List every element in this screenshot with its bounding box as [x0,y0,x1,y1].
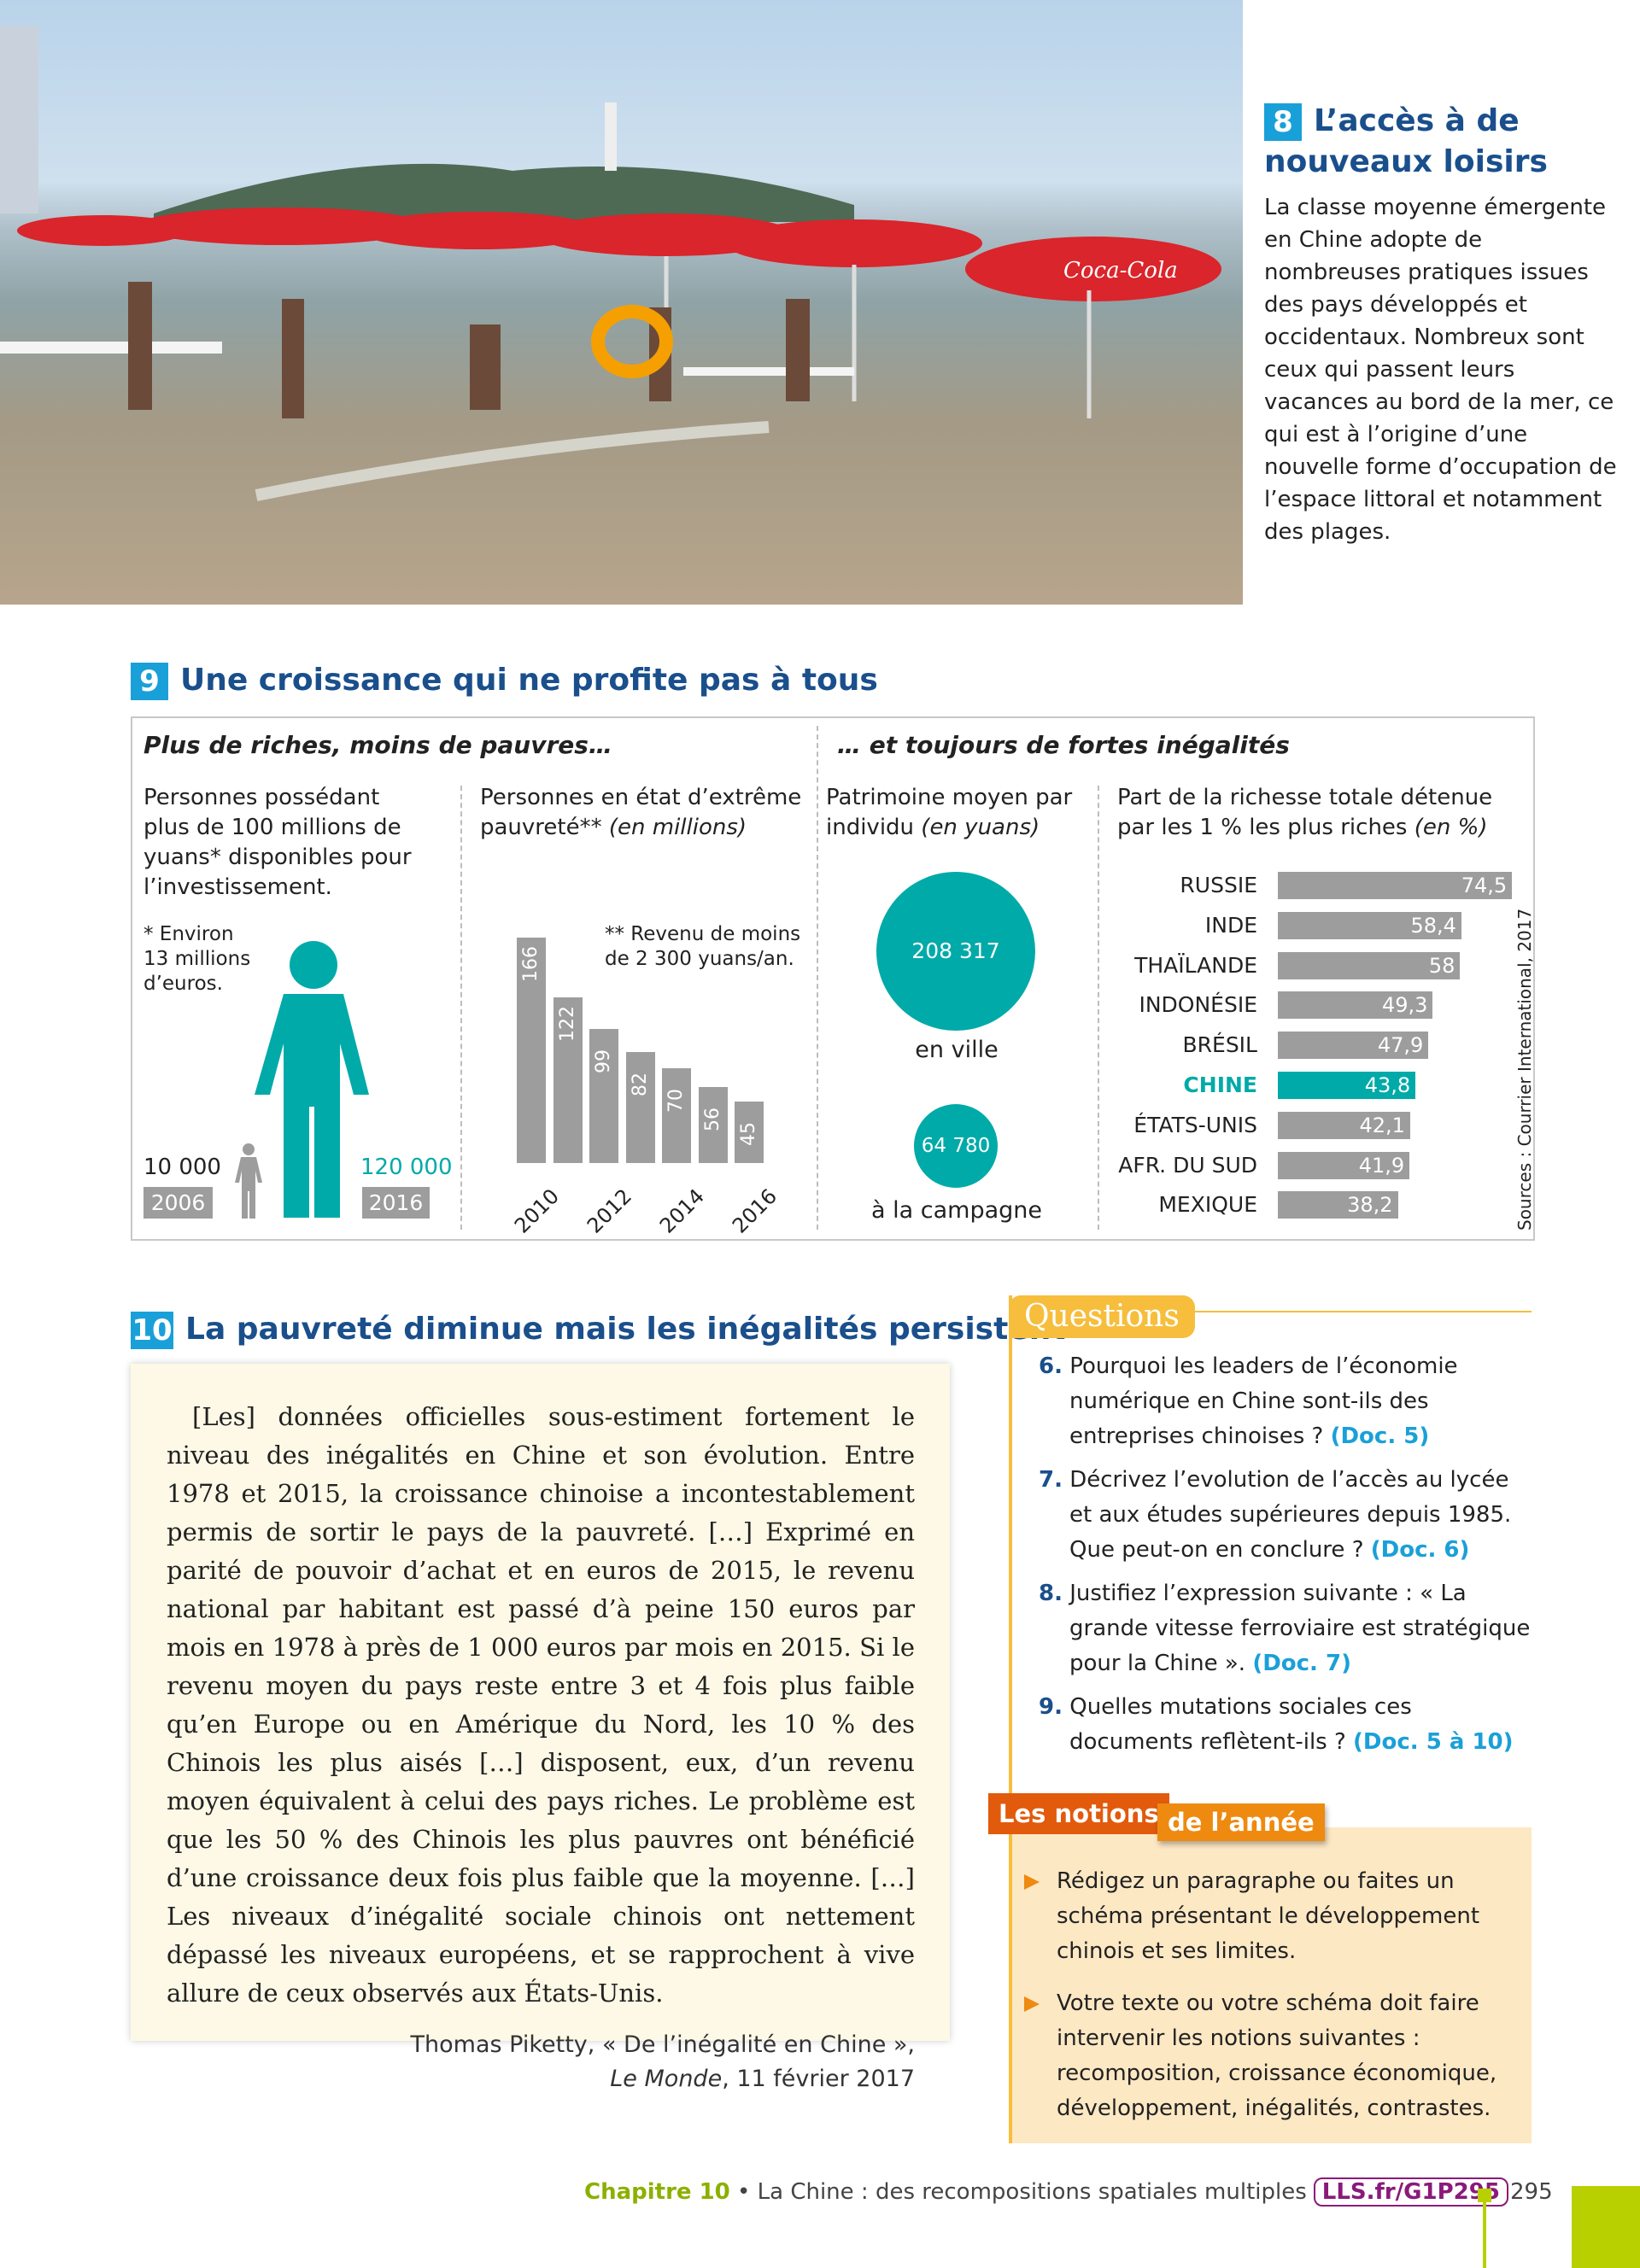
share-bar: 58 [1278,951,1461,979]
doc10-title-text: La pauvreté diminue mais les inégalités … [185,1312,1066,1347]
notions-panel [1012,1827,1532,2143]
notions-tab-year: de l’année [1157,1803,1325,1841]
question-item: 6. Pourquoi les leaders de l’économie nu… [1039,1353,1458,1449]
year-tag-2006: 2006 [144,1187,213,1219]
page-corner-tab [1572,2186,1640,2268]
doc8-title-text: L’accès à de nouveaux loisirs [1264,103,1548,179]
share-bar: 42,1 [1278,1111,1410,1139]
beach-photo: Coca-Cola [0,0,1243,605]
doc8-number: 8 [1264,103,1302,141]
year-tag-2016: 2016 [362,1187,430,1219]
poverty-bar-label: 166 [520,946,542,983]
left-section-heading: Plus de riches, moins de pauvres… [144,731,612,759]
country-label: MEXIQUE [1158,1192,1257,1218]
doc9-title: 9 Une croissance qui ne profite pas à tou… [131,663,878,700]
question-item: 8. Justifiez l’expression suivante : « L… [1039,1581,1531,1676]
country-label: RUSSIE [1180,873,1257,897]
poverty-header: Personnes en état d’extrême pauvreté** (… [480,785,802,840]
infographic-box [131,716,1535,1241]
rich-value-2006: 10 000 [144,1154,221,1180]
poverty-bar-label: 122 [556,1006,578,1043]
country-label: BRÉSIL [1182,1032,1258,1058]
poverty-bar-label: 82 [629,1072,651,1096]
rich-value-2016: 120 000 [360,1154,453,1180]
rich-header: Personnes possédant plus de 100 millions… [144,785,412,900]
column-divider [460,786,462,1230]
quote-box: [Les] données officielles sous-estiment … [131,1364,950,2092]
doc9-number: 9 [131,663,168,700]
country-label: ÉTATS-UNIS [1133,1112,1257,1137]
beach-umbrellas-illustration: Coca-Cola [0,26,1221,501]
source-note: Sources : Courrier International, 2017 [1514,908,1535,1230]
share-bar: 49,3 [1278,991,1433,1020]
resource-link[interactable]: LLS.fr/G1P295 [1313,2177,1508,2207]
countryside-label: à la campagne [871,1197,1042,1224]
share-bar: 38,2 [1278,1191,1398,1219]
country-label: INDE [1204,912,1257,938]
notions-tab: Les notions [988,1793,1169,1834]
poverty-bar [698,1086,728,1163]
doc10-number: 10 [131,1312,173,1349]
questions-tab: Questions [1009,1295,1195,1338]
poverty-bar [625,1051,655,1163]
question-item: 7. Décrivez l’evolution de l’accès au ly… [1039,1467,1512,1563]
city-label: en ville [915,1037,999,1063]
large-person-icon [255,941,369,1218]
share-bar: 74,5 [1278,872,1513,899]
column-divider [1098,786,1099,1230]
doc9-title-text: Une croissance qui ne profite pas à tous [180,663,878,698]
page-number: 295 [1510,2179,1553,2205]
section-divider [817,726,818,1230]
share-bar: 43,8 [1278,1072,1416,1099]
poverty-bar [553,997,583,1163]
city-wealth-bubble: 208 317 [876,872,1035,1031]
quote-attribution: Thomas Piketty, « De l’inégalité en Chin… [410,2031,915,2092]
poverty-bar [735,1102,764,1163]
small-person-icon [235,1143,262,1219]
poverty-note: ** Revenu de moins de 2 300 yuans/an. [605,923,801,970]
country-label: AFR. DU SUD [1118,1152,1257,1178]
doc8-title: 8 L’accès à de nouveaux loisirs [1264,101,1623,183]
rich-note: * Environ 13 millions d’euros. [144,923,251,995]
person-pictograms [235,941,369,1219]
notion-item: Votre texte ou votre schéma doit faire i… [1012,1986,1516,2126]
doc10-title: 10 La pauvreté diminue mais les inégalité… [131,1312,1066,1349]
poverty-bar [589,1028,618,1163]
footer-marker-line [1483,2195,1486,2268]
questions-list: 6. Pourquoi les leaders de l’économie nu… [1025,1349,1538,1768]
wealth-header: Patrimoine moyen par individu (en yuans) [826,785,1073,840]
quote-text: [Les] données officielles sous-estiment … [167,1402,915,2008]
poverty-bar [517,938,546,1163]
questions-panel [1009,1295,1532,2143]
share-header: Part de la richesse totale détenue par l… [1117,785,1493,840]
share-bar: 47,9 [1278,1032,1429,1060]
poverty-bar [662,1067,691,1163]
notion-item: Rédigez un paragraphe ou faites un schém… [1012,1864,1516,1969]
notions-list: Rédigez un paragraphe ou faites un schém… [1012,1864,1516,2143]
poverty-bar-label: 56 [701,1107,723,1131]
poverty-bar-label: 99 [593,1049,614,1073]
country-label: CHINE [1183,1073,1257,1097]
share-bar: 58,4 [1278,911,1461,939]
doc8-text: La classe moyenne émergente en Chine ado… [1264,195,1617,545]
countryside-wealth-bubble: 64 780 [914,1104,998,1188]
footer: Chapitre 10 • La Chine : des recompositi… [584,2177,1508,2207]
svg-text:Coca-Cola: Coca-Cola [1063,258,1178,284]
questions-rule [1153,1311,1532,1312]
country-label: THAÏLANDE [1134,952,1257,978]
poverty-bar-label: 45 [738,1122,759,1147]
share-bar: 41,9 [1278,1151,1410,1179]
question-item: 9. Quelles mutations sociales ces docume… [1039,1694,1514,1755]
right-section-heading: … et toujours de fortes inégalités [837,731,1290,759]
country-label: INDONÉSIE [1139,992,1257,1018]
poverty-bar-label: 70 [665,1088,687,1113]
